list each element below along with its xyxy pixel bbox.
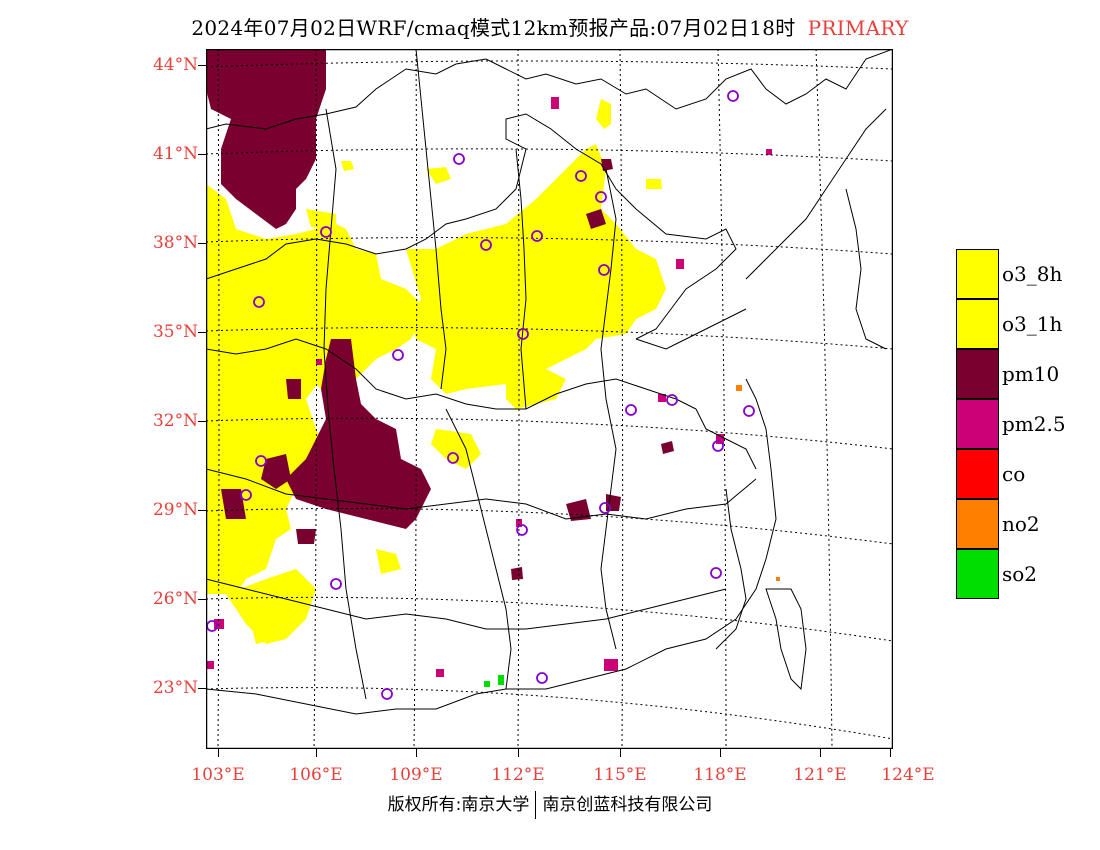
legend-item-pm10: pm10 — [956, 349, 1100, 399]
lat-tick — [198, 243, 206, 244]
lon-tick — [518, 749, 519, 757]
legend-label: o3_8h — [1002, 262, 1063, 286]
lat-label-23n: 23°N — [152, 678, 198, 698]
legend-swatch — [956, 399, 999, 449]
lon-tick — [720, 749, 721, 757]
lon-tick — [316, 749, 317, 757]
lat-label-26n: 26°N — [152, 589, 198, 609]
lon-label-118e: 118°E — [693, 765, 747, 785]
lon-label-106e: 106°E — [289, 765, 343, 785]
title-tag: PRIMARY — [807, 16, 909, 40]
lat-tick — [198, 154, 206, 155]
legend-swatch — [956, 449, 999, 499]
legend-label: pm2.5 — [1002, 412, 1066, 436]
graticule — [206, 49, 893, 749]
lon-label-115e: 115°E — [593, 765, 647, 785]
lat-tick — [198, 421, 206, 422]
pollutant-map — [206, 49, 893, 749]
lat-tick — [198, 510, 206, 511]
legend-item-no2: no2 — [956, 499, 1100, 549]
coastline — [715, 108, 887, 691]
legend: o3_8h o3_1h pm10 pm2.5 co no2 so2 — [956, 249, 1100, 599]
legend-label: o3_1h — [1002, 312, 1063, 336]
lat-label-44n: 44°N — [152, 55, 198, 75]
legend-swatch — [956, 549, 999, 599]
legend-swatch — [956, 249, 999, 299]
legend-label: pm10 — [1002, 362, 1060, 386]
pm10-region — [206, 49, 674, 580]
lat-tick — [198, 332, 206, 333]
legend-item-co: co — [956, 449, 1100, 499]
lon-label-109e: 109°E — [389, 765, 443, 785]
lon-tick — [890, 749, 891, 757]
legend-item-o3-1h: o3_1h — [956, 299, 1100, 349]
city-markers — [206, 90, 755, 700]
lat-label-41n: 41°N — [152, 144, 198, 164]
no2-region — [736, 385, 780, 581]
lat-label-29n: 29°N — [152, 500, 198, 520]
legend-swatch — [956, 499, 999, 549]
lon-label-112e: 112°E — [491, 765, 545, 785]
legend-label: no2 — [1002, 512, 1040, 536]
title-text: 2024年07月02日WRF/cmaq模式12km预报产品:07月02日18时 — [191, 16, 796, 40]
legend-label: co — [1002, 462, 1026, 486]
lat-tick — [198, 688, 206, 689]
map-title: 2024年07月02日WRF/cmaq模式12km预报产品:07月02日18时 P… — [0, 12, 1100, 41]
lon-label-124e: 124°E — [881, 765, 935, 785]
footer-right: 南京创蓝科技有限公司 — [542, 795, 713, 815]
lon-tick — [620, 749, 621, 757]
lon-tick — [820, 749, 821, 757]
lat-tick — [198, 599, 206, 600]
lat-label-38n: 38°N — [152, 233, 198, 253]
legend-item-o3-8h: o3_8h — [956, 249, 1100, 299]
boundaries — [206, 49, 893, 715]
lon-tick — [218, 749, 219, 757]
legend-swatch — [956, 349, 999, 399]
footer-divider — [535, 791, 537, 819]
lat-tick — [198, 65, 206, 66]
legend-label: so2 — [1002, 562, 1038, 586]
so2-region — [484, 675, 504, 687]
copyright-footer: 版权所有:南京大学 南京创蓝科技有限公司 — [0, 790, 1100, 819]
map-frame — [206, 49, 893, 749]
lon-label-121e: 121°E — [793, 765, 847, 785]
lon-label-103e: 103°E — [191, 765, 245, 785]
lon-tick — [416, 749, 417, 757]
lat-label-32n: 32°N — [152, 411, 198, 431]
legend-item-so2: so2 — [956, 549, 1100, 599]
footer-left: 版权所有:南京大学 — [387, 795, 530, 815]
lat-label-35n: 35°N — [152, 322, 198, 342]
legend-item-pm25: pm2.5 — [956, 399, 1100, 449]
legend-swatch — [956, 299, 999, 349]
